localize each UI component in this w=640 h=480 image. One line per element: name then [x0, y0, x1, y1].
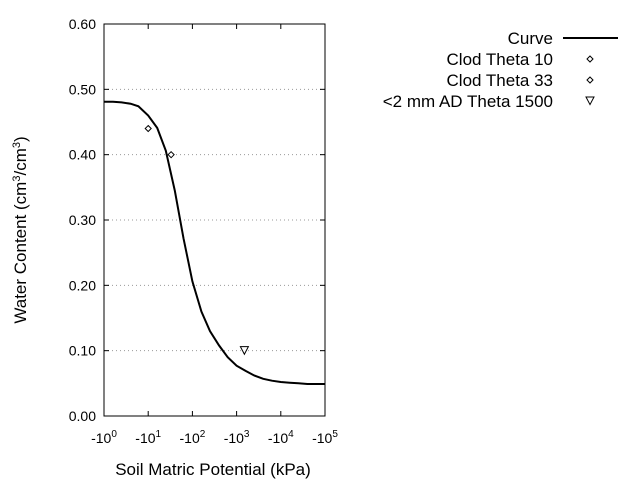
x-tick-label-1: -101 [135, 429, 161, 446]
legend: Curve Clod Theta 10 Clod Theta 33 <2 mm AD … [383, 29, 618, 111]
y-axis-title-mid: /cm [11, 148, 30, 175]
y-tick-label-6: 0.60 [69, 16, 96, 32]
legend-swatch-1 [586, 55, 594, 63]
y-tick-label-5: 0.50 [69, 81, 96, 97]
series-2-point-0 [167, 150, 175, 159]
x-tick-label-2: -102 [180, 429, 206, 446]
y-tick-label-0: 0.00 [69, 408, 96, 424]
y-tick-label-2: 0.20 [69, 277, 96, 293]
series-layer [104, 100, 325, 385]
y-tick-label-3: 0.30 [69, 212, 96, 228]
y-tick-label-1: 0.10 [69, 343, 96, 359]
series-curve-line [104, 100, 325, 385]
y-axis: 0.00 0.10 0.20 0.30 0.40 0.50 0.60 [69, 16, 325, 424]
legend-swatch-3 [585, 96, 595, 106]
x-tick-label-0: -100 [91, 429, 117, 446]
series-1-point-0 [144, 124, 152, 133]
legend-label-0: Curve [508, 29, 553, 48]
x-tick-label-3: -103 [224, 429, 250, 446]
x-tick-label-5: -105 [312, 429, 338, 446]
grid-lines [104, 88, 325, 352]
y-axis-title-main: Water Content (cm [11, 182, 30, 324]
x-tick-label-4: -104 [268, 429, 294, 446]
y-axis-title-sup2: 3 [11, 142, 23, 148]
y-axis-title-end: ) [11, 136, 30, 142]
legend-label-2: Clod Theta 33 [447, 71, 553, 90]
series-3-point-0 [239, 346, 250, 356]
y-axis-title: Water Content (cm3/cm3) [11, 136, 30, 323]
x-axis: -100 -101 -102 -103 -104 -105 [91, 24, 338, 446]
y-axis-title-sup1: 3 [11, 176, 23, 182]
y-tick-label-4: 0.40 [69, 147, 96, 163]
legend-swatch-2 [586, 76, 594, 84]
legend-label-3: <2 mm AD Theta 1500 [383, 92, 553, 111]
legend-label-1: Clod Theta 10 [447, 50, 553, 69]
plot-frame [103, 23, 326, 417]
x-axis-title: Soil Matric Potential (kPa) [115, 460, 311, 479]
